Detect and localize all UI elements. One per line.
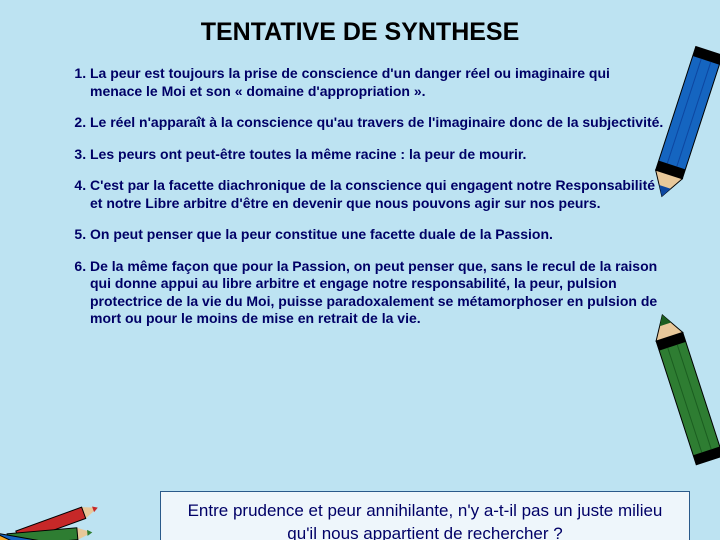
crayon-green-icon (645, 313, 720, 493)
page-title: TENTATIVE DE SYNTHESE (0, 18, 720, 47)
list-item: Les peurs ont peut-être toutes la même r… (90, 146, 665, 164)
list-item: La peur est toujours la prise de conscie… (90, 65, 665, 100)
callout-box: Entre prudence et peur annihilante, n'y … (160, 491, 690, 540)
synthesis-list: La peur est toujours la prise de conscie… (60, 65, 665, 328)
list-item: De la même façon que pour la Passion, on… (90, 258, 665, 328)
crayon-bundle-icon (0, 448, 110, 540)
callout-text: Entre prudence et peur annihilante, n'y … (188, 501, 663, 540)
crayon-blue-icon (645, 23, 720, 203)
list-item: On peut penser que la peur constitue une… (90, 226, 665, 244)
list-item: C'est par la facette diachronique de la … (90, 177, 665, 212)
list-item: Le réel n'apparaît à la conscience qu'au… (90, 114, 665, 132)
